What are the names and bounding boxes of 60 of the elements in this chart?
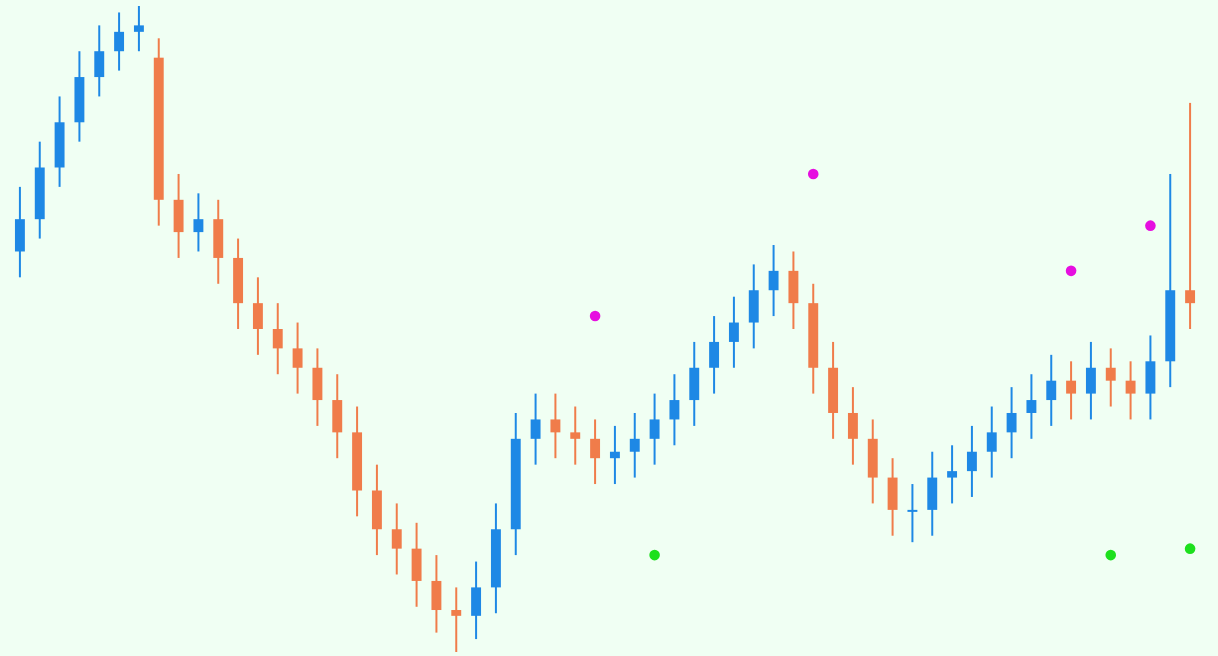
candlestick: [1185, 101, 1196, 330]
candlestick: [550, 392, 561, 460]
point: [1105, 549, 1117, 561]
candlestick: [431, 554, 442, 634]
candlestick: [530, 392, 541, 466]
candlestick: [54, 95, 65, 188]
candlestick: [1066, 360, 1077, 421]
candlestick: [14, 185, 25, 279]
candlestick: [689, 340, 700, 427]
candlestick: [1145, 334, 1156, 421]
candlestick: [1046, 353, 1057, 427]
candlestick: [332, 373, 343, 460]
candlestick: [649, 392, 660, 466]
candlestick: [828, 340, 839, 440]
candlestick: [768, 244, 779, 318]
candlestick: [94, 24, 105, 98]
candlestick: [411, 521, 422, 608]
candlestick: [570, 405, 581, 466]
candlestick: [1125, 360, 1136, 421]
candlestick: [74, 50, 85, 143]
candlestick: [252, 276, 263, 356]
candlestick: [788, 250, 799, 330]
candlestick: [133, 5, 144, 53]
candlestick: [173, 172, 184, 259]
point: [807, 168, 819, 180]
candlestick: [272, 302, 283, 376]
candlestick: [947, 444, 958, 505]
point: [649, 549, 660, 561]
candlestick: [312, 347, 323, 427]
candlestick: [709, 315, 720, 395]
candlestick: [1105, 347, 1116, 408]
candlestick: [451, 586, 462, 653]
candlestick: [927, 450, 938, 537]
candlestick: [907, 483, 918, 544]
candlestick: [669, 373, 680, 447]
candlestick: [1085, 340, 1096, 421]
candlestick: [1026, 373, 1037, 440]
candlestick: [847, 386, 858, 466]
candlestick: [728, 295, 739, 369]
candlestick: [966, 424, 977, 498]
candlestick: [1006, 386, 1017, 460]
candlestick: [629, 411, 640, 479]
candlestick: [986, 405, 997, 479]
point: [1065, 265, 1077, 277]
candlestick: [609, 424, 620, 486]
candlestick: [371, 463, 382, 557]
point: [1145, 220, 1156, 231]
candlestick: [233, 237, 244, 330]
candlestick: [471, 560, 482, 641]
candlestick: [292, 321, 303, 395]
point: [589, 310, 601, 322]
point: [1184, 543, 1196, 554]
candlestick: [213, 198, 224, 285]
candlestick: [193, 192, 204, 253]
candlestick: [748, 263, 759, 350]
candlestick: [887, 457, 898, 537]
candlestick: [114, 11, 125, 72]
candlestick: [590, 418, 601, 486]
candlestick: [391, 502, 402, 576]
candlestick: [867, 418, 878, 505]
